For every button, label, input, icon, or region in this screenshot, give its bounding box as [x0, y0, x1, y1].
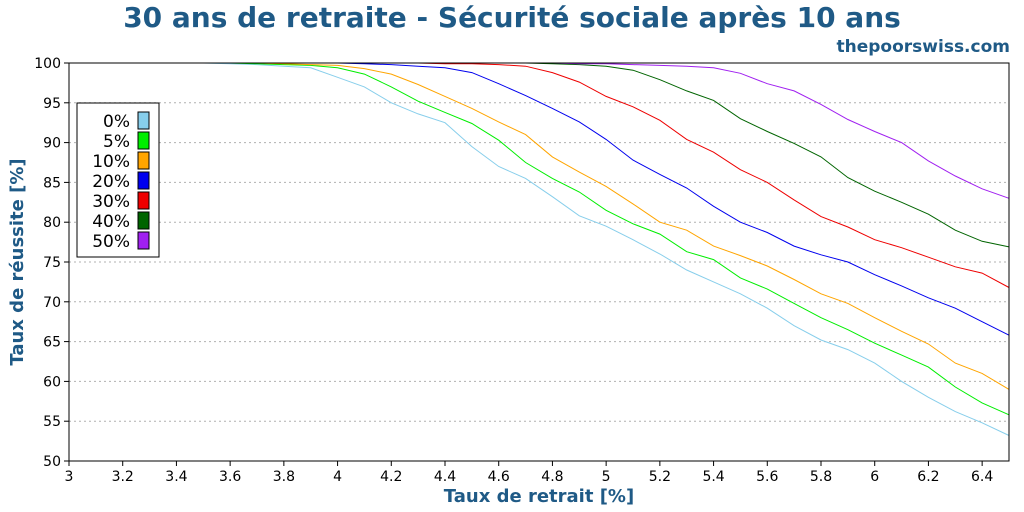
y-tick-label: 85	[43, 175, 61, 191]
series-line-0pct	[69, 62, 1010, 436]
x-tick-label: 5.6	[756, 469, 778, 485]
chart-subtitle: thepoorswiss.com	[837, 37, 1011, 57]
x-tick-label: 5.8	[810, 469, 832, 485]
y-tick-label: 100	[34, 56, 61, 72]
series-line-40pct	[69, 62, 1010, 248]
y-tick-label: 65	[43, 335, 61, 351]
x-tick-label: 4.8	[541, 469, 563, 485]
x-tick-label: 5	[602, 469, 611, 485]
legend-swatch	[137, 131, 150, 150]
legend-swatch	[137, 151, 150, 170]
series-line-10pct	[69, 62, 1010, 390]
series-lines	[69, 62, 1010, 436]
x-tick-label: 4.4	[434, 469, 456, 485]
x-tick-label: 5.2	[649, 469, 671, 485]
x-tick-label: 3	[65, 469, 74, 485]
chart-title: 30 ans de retraite - Sécurité sociale ap…	[123, 1, 901, 34]
y-axis-ticks: 50 55 60 65 70 75 80 85 90 95 100	[34, 56, 69, 470]
legend-label: 20%	[92, 172, 130, 192]
series-line-5pct	[69, 62, 1010, 416]
y-axis-label: Taux de réussite [%]	[7, 158, 28, 365]
x-tick-label: 6	[870, 469, 879, 485]
legend: 0%5%10%20%30%40%50%	[76, 102, 160, 258]
y-tick-label: 60	[43, 374, 61, 390]
x-tick-label: 3.8	[273, 469, 295, 485]
series-line-30pct	[69, 62, 1010, 288]
x-tick-label: 4.6	[488, 469, 510, 485]
legend-swatch	[137, 211, 150, 230]
x-tick-label: 3.6	[219, 469, 241, 485]
x-axis-ticks: 3 3.2 3.4 3.6 3.8 4 4.2 4.4 4.6 4.8 5 5.2 5.4 5.6 5.8 6…	[65, 461, 993, 485]
legend-swatch	[137, 191, 150, 210]
y-tick-label: 50	[43, 454, 61, 470]
gridlines	[69, 62, 1009, 462]
y-tick-label: 70	[43, 295, 61, 311]
legend-swatch	[137, 171, 150, 190]
legend-label: 5%	[103, 132, 130, 152]
x-tick-label: 6.4	[971, 469, 993, 485]
legend-label: 10%	[92, 152, 130, 172]
legend-swatch	[137, 231, 150, 250]
series-line-20pct	[69, 62, 1010, 336]
legend-label: 30%	[92, 192, 130, 212]
x-tick-label: 6.2	[917, 469, 939, 485]
y-tick-label: 80	[43, 215, 61, 231]
x-tick-label: 3.4	[165, 469, 187, 485]
legend-label: 0%	[103, 112, 130, 132]
legend-swatch	[137, 111, 150, 130]
series-line-50pct	[69, 62, 1010, 199]
y-tick-label: 75	[43, 255, 61, 271]
x-tick-label: 5.4	[702, 469, 724, 485]
y-tick-label: 90	[43, 136, 61, 152]
legend-label: 40%	[92, 212, 130, 232]
x-axis-label: Taux de retrait [%]	[444, 486, 634, 507]
x-tick-label: 4	[333, 469, 342, 485]
x-tick-label: 4.2	[380, 469, 402, 485]
x-tick-label: 3.2	[112, 469, 134, 485]
legend-label: 50%	[92, 232, 130, 252]
y-tick-label: 55	[43, 414, 61, 430]
y-tick-label: 95	[43, 96, 61, 112]
